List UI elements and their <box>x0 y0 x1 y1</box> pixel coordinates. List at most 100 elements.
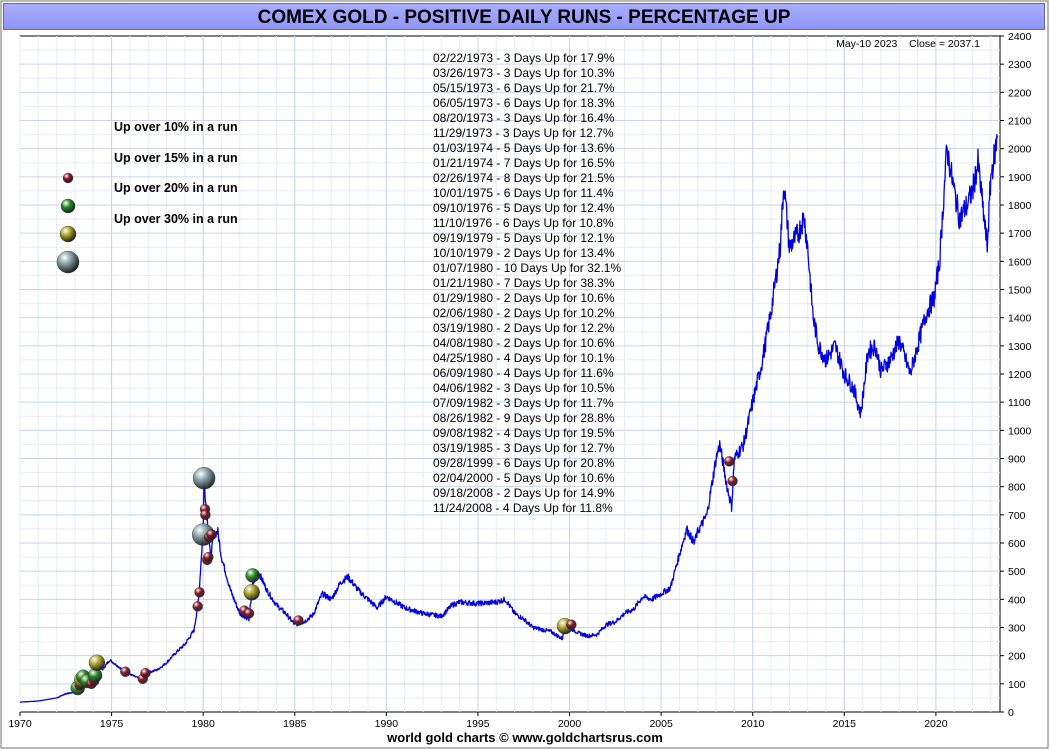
run-marker <box>88 654 106 671</box>
y-tick-label: 1900 <box>1008 172 1032 184</box>
y-tick-label: 2100 <box>1008 116 1032 128</box>
run-marker <box>203 551 214 563</box>
run-entry: 10/01/1975 - 6 Days Up for 11.4% <box>433 186 614 200</box>
y-tick-label: 600 <box>1008 538 1026 550</box>
y-tick-label: 300 <box>1008 623 1026 635</box>
y-tick-label: 2400 <box>1008 31 1032 43</box>
y-tick-label: 1200 <box>1008 369 1032 381</box>
y-tick-label: 1700 <box>1008 228 1032 240</box>
x-tick-label: 2020 <box>924 718 948 730</box>
y-tick-label: 1600 <box>1008 256 1032 268</box>
run-entry: 01/03/1974 - 5 Days Up for 13.6% <box>433 141 615 155</box>
gold-price-line <box>19 134 998 703</box>
chart-title: COMEX GOLD - POSITIVE DAILY RUNS - PERCE… <box>3 3 1045 30</box>
y-tick-label: 1300 <box>1008 341 1032 353</box>
run-entry: 01/29/1980 - 2 Days Up for 10.6% <box>433 291 615 305</box>
y-tick-label: 400 <box>1008 594 1026 606</box>
run-marker <box>243 608 255 619</box>
x-tick-label: 2015 <box>833 718 857 730</box>
run-entry: 08/26/1982 - 9 Days Up for 28.8% <box>433 411 615 425</box>
run-entry: 03/26/1973 - 3 Days Up for 10.3% <box>433 66 615 80</box>
runs-list: 02/22/1973 - 3 Days Up for 17.9% 03/26/19… <box>433 51 621 516</box>
legend-label-10: Up over 10% in a run <box>114 120 238 134</box>
run-marker <box>120 666 131 677</box>
run-entry: 05/15/1973 - 6 Days Up for 21.7% <box>433 81 615 95</box>
run-entry: 11/10/1976 - 6 Days Up for 10.8% <box>433 216 614 230</box>
x-tick-label: 1990 <box>375 718 399 730</box>
last-close-value: Close = 2037.1 <box>909 38 980 50</box>
run-marker <box>243 584 260 601</box>
legend-label-15: Up over 15% in a run <box>114 151 238 165</box>
run-entry: 11/29/1973 - 3 Days Up for 12.7% <box>433 126 614 140</box>
x-tick-label: 2010 <box>741 718 765 730</box>
x-tick-label: 1975 <box>100 718 124 730</box>
last-close-readout: May-10 2023 Close = 2037.1 <box>836 38 980 50</box>
y-tick-label: 1000 <box>1008 425 1032 437</box>
run-entry: 04/08/1980 - 2 Days Up for 10.6% <box>433 336 615 350</box>
run-entry: 09/08/1982 - 4 Days Up for 19.5% <box>433 426 615 440</box>
run-entry: 09/19/1979 - 5 Days Up for 12.1% <box>433 231 615 245</box>
chart-footer: world gold charts © www.goldchartsrus.co… <box>387 730 663 745</box>
run-entry: 11/24/2008 - 4 Days Up for 11.8% <box>433 501 613 515</box>
legend-ball-3 <box>56 250 80 274</box>
run-entry: 01/21/1980 - 7 Days Up for 38.3% <box>433 276 615 290</box>
run-marker <box>200 509 211 521</box>
y-tick-label: 2200 <box>1008 87 1032 99</box>
run-entry: 04/06/1982 - 3 Days Up for 10.5% <box>433 381 615 395</box>
y-axis-ticks: 0 100 200 300 400 500 600 700 800 900 1000 1100 1200… <box>1000 31 1032 719</box>
x-tick-label: 2000 <box>558 718 582 730</box>
run-entry: 09/10/1976 - 5 Days Up for 12.4% <box>433 201 615 215</box>
run-entry: 02/04/2000 - 5 Days Up for 10.6% <box>433 471 615 485</box>
run-entry: 03/19/1980 - 2 Days Up for 12.2% <box>433 321 615 335</box>
legend-ball-2 <box>59 225 77 243</box>
y-tick-label: 200 <box>1008 651 1026 663</box>
run-marker <box>245 568 260 583</box>
run-marker <box>206 529 217 540</box>
x-tick-label: 2005 <box>649 718 673 730</box>
run-marker <box>293 615 304 626</box>
run-entry: 01/07/1980 - 10 Days Up for 32.1% <box>433 261 622 275</box>
legend-label-30: Up over 30% in a run <box>114 212 238 226</box>
last-close-date: May-10 2023 <box>836 38 898 50</box>
run-marker <box>724 456 735 467</box>
run-entry: 09/28/1999 - 6 Days Up for 20.8% <box>433 456 615 470</box>
legend-ball-1 <box>60 198 76 214</box>
y-tick-label: 100 <box>1008 679 1026 691</box>
x-tick-label: 1995 <box>466 718 490 730</box>
x-tick-label: 1980 <box>191 718 215 730</box>
run-entry: 01/21/1974 - 7 Days Up for 16.5% <box>433 156 615 170</box>
run-marker <box>727 475 738 487</box>
y-tick-label: 700 <box>1008 510 1026 522</box>
y-tick-label: 2300 <box>1008 59 1032 71</box>
run-entry: 09/18/2008 - 2 Days Up for 14.9% <box>433 486 615 500</box>
run-entry: 06/05/1973 - 6 Days Up for 18.3% <box>433 96 615 110</box>
legend-ball-0 <box>62 172 74 184</box>
run-entry: 02/26/1974 - 8 Days Up for 21.5% <box>433 171 615 185</box>
run-marker <box>192 467 216 490</box>
y-tick-label: 0 <box>1008 707 1014 719</box>
run-marker <box>566 619 577 630</box>
grid-major <box>20 36 1000 712</box>
y-tick-label: 1100 <box>1008 397 1031 409</box>
y-tick-label: 2000 <box>1008 144 1032 156</box>
run-entry: 02/22/1973 - 3 Days Up for 17.9% <box>433 51 615 65</box>
y-tick-label: 500 <box>1008 566 1026 578</box>
run-entry: 04/25/1980 - 4 Days Up for 10.1% <box>433 351 615 365</box>
run-entry: 03/19/1985 - 3 Days Up for 12.7% <box>433 441 615 455</box>
run-entry: 10/10/1979 - 2 Days Up for 13.4% <box>433 246 615 260</box>
y-tick-label: 900 <box>1008 454 1026 466</box>
y-tick-label: 1800 <box>1008 200 1032 212</box>
run-entry: 07/09/1982 - 3 Days Up for 11.7% <box>433 396 614 410</box>
run-marker <box>192 601 203 612</box>
run-markers <box>70 456 738 696</box>
x-tick-label: 1985 <box>283 718 307 730</box>
y-tick-label: 1500 <box>1008 285 1032 297</box>
y-tick-label: 800 <box>1008 482 1026 494</box>
run-marker <box>140 667 151 679</box>
x-tick-label: 1970 <box>8 718 32 730</box>
x-axis-ticks: 1970 1975 1980 1985 1990 1995 2000 2005 2010 2015… <box>8 712 948 730</box>
run-entry: 08/20/1973 - 3 Days Up for 16.4% <box>433 111 615 125</box>
run-entry: 06/09/1980 - 4 Days Up for 11.6% <box>433 366 614 380</box>
